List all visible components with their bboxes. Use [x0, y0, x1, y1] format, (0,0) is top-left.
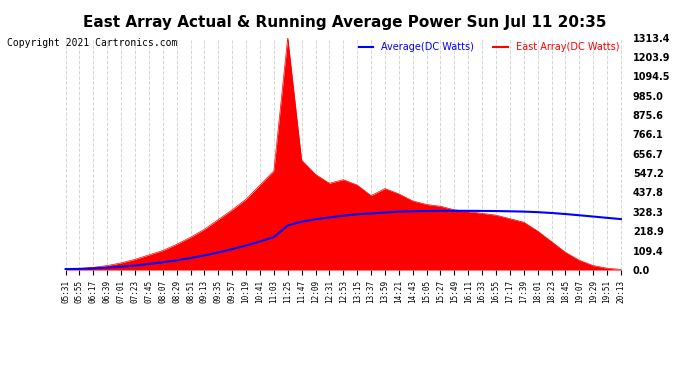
Text: East Array Actual & Running Average Power Sun Jul 11 20:35: East Array Actual & Running Average Powe… — [83, 15, 607, 30]
Text: Copyright 2021 Cartronics.com: Copyright 2021 Cartronics.com — [7, 38, 177, 48]
Legend: Average(DC Watts), East Array(DC Watts): Average(DC Watts), East Array(DC Watts) — [355, 39, 623, 56]
